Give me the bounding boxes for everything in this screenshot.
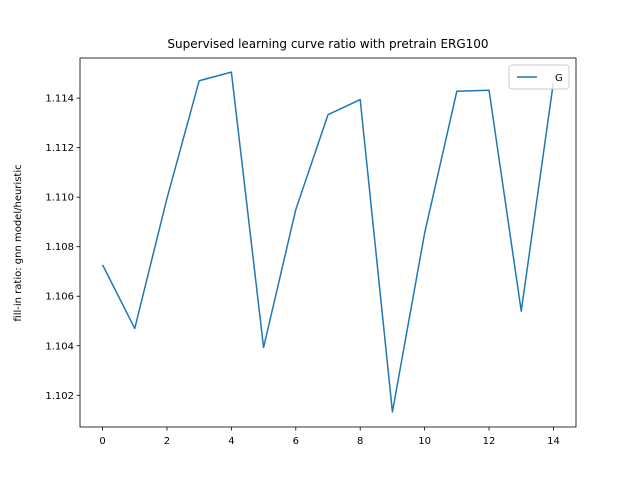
y-tick-label: 1.114 (45, 94, 74, 105)
x-tick-label: 6 (293, 436, 299, 447)
x-tick-label: 4 (228, 436, 234, 447)
legend-box (508, 64, 570, 90)
x-tick-label: 10 (418, 436, 431, 447)
x-tick-label: 8 (357, 436, 363, 447)
chart-title: Supervised learning curve ratio with pre… (167, 37, 488, 51)
y-axis-label: fill-in ratio: gnn model/heuristic (13, 164, 24, 321)
x-tick-label: 2 (164, 436, 170, 447)
plot-area: 0 2 4 6 8 10 12 14 1.102 1.104 1.106 1.108 1.110 1.11… (45, 57, 577, 447)
y-tick-label: 1.102 (45, 391, 74, 402)
legend-label: G (555, 73, 563, 84)
x-tick-label: 0 (99, 436, 105, 447)
y-tick-label: 1.110 (45, 193, 74, 204)
y-tick-label: 1.108 (45, 242, 74, 253)
x-tick-label: 14 (547, 436, 560, 447)
y-tick-label: 1.104 (45, 341, 74, 352)
axes-frame (79, 57, 577, 428)
y-tick-label: 1.112 (45, 143, 74, 154)
y-tick-label: 1.106 (45, 292, 74, 303)
x-tick-label: 12 (483, 436, 496, 447)
series-line-0 (101, 71, 555, 413)
